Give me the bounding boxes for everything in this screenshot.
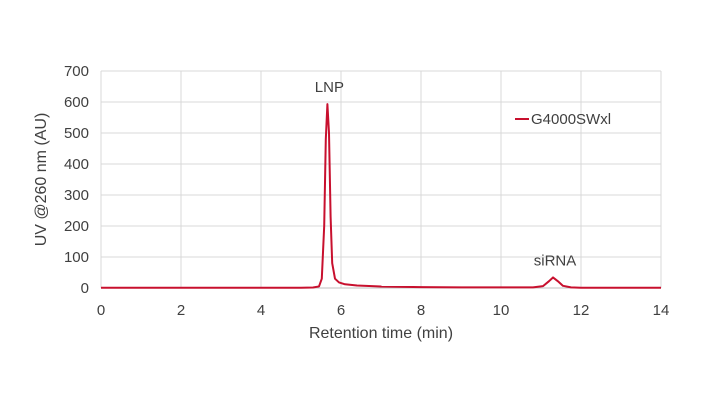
x-tick-label: 14 xyxy=(653,302,670,319)
y-tick-labels: 0 100 200 300 400 500 600 700 xyxy=(64,63,89,297)
x-tick-label: 4 xyxy=(257,302,265,319)
y-tick-label: 700 xyxy=(64,63,89,80)
y-tick-label: 200 xyxy=(64,218,89,235)
legend: G4000SWxl xyxy=(515,111,611,128)
y-tick-label: 0 xyxy=(81,280,89,297)
x-tick-label: 0 xyxy=(97,302,105,319)
peak-annotation: siRNA xyxy=(534,252,577,269)
peak-annotation: LNP xyxy=(315,79,344,96)
annotations: LNP siRNA xyxy=(315,79,576,269)
y-tick-label: 400 xyxy=(64,156,89,173)
legend-label: G4000SWxl xyxy=(531,111,611,128)
x-tick-label: 10 xyxy=(493,302,510,319)
x-axis-title: Retention time (min) xyxy=(309,325,453,342)
axes xyxy=(100,71,661,289)
y-tick-label: 500 xyxy=(64,125,89,142)
y-tick-label: 300 xyxy=(64,187,89,204)
x-tick-label: 8 xyxy=(417,302,425,319)
grid-lines xyxy=(101,70,662,288)
series-line xyxy=(101,103,661,289)
x-tick-label: 12 xyxy=(573,302,590,319)
y-tick-label: 600 xyxy=(64,94,89,111)
series-group xyxy=(101,103,661,289)
y-tick-label: 100 xyxy=(64,249,89,266)
x-tick-label: 6 xyxy=(337,302,345,319)
x-tick-label: 2 xyxy=(177,302,185,319)
y-axis-title: UV @260 nm (AU) xyxy=(33,113,50,247)
x-tick-labels: 0 2 4 6 8 10 12 14 xyxy=(97,302,670,319)
